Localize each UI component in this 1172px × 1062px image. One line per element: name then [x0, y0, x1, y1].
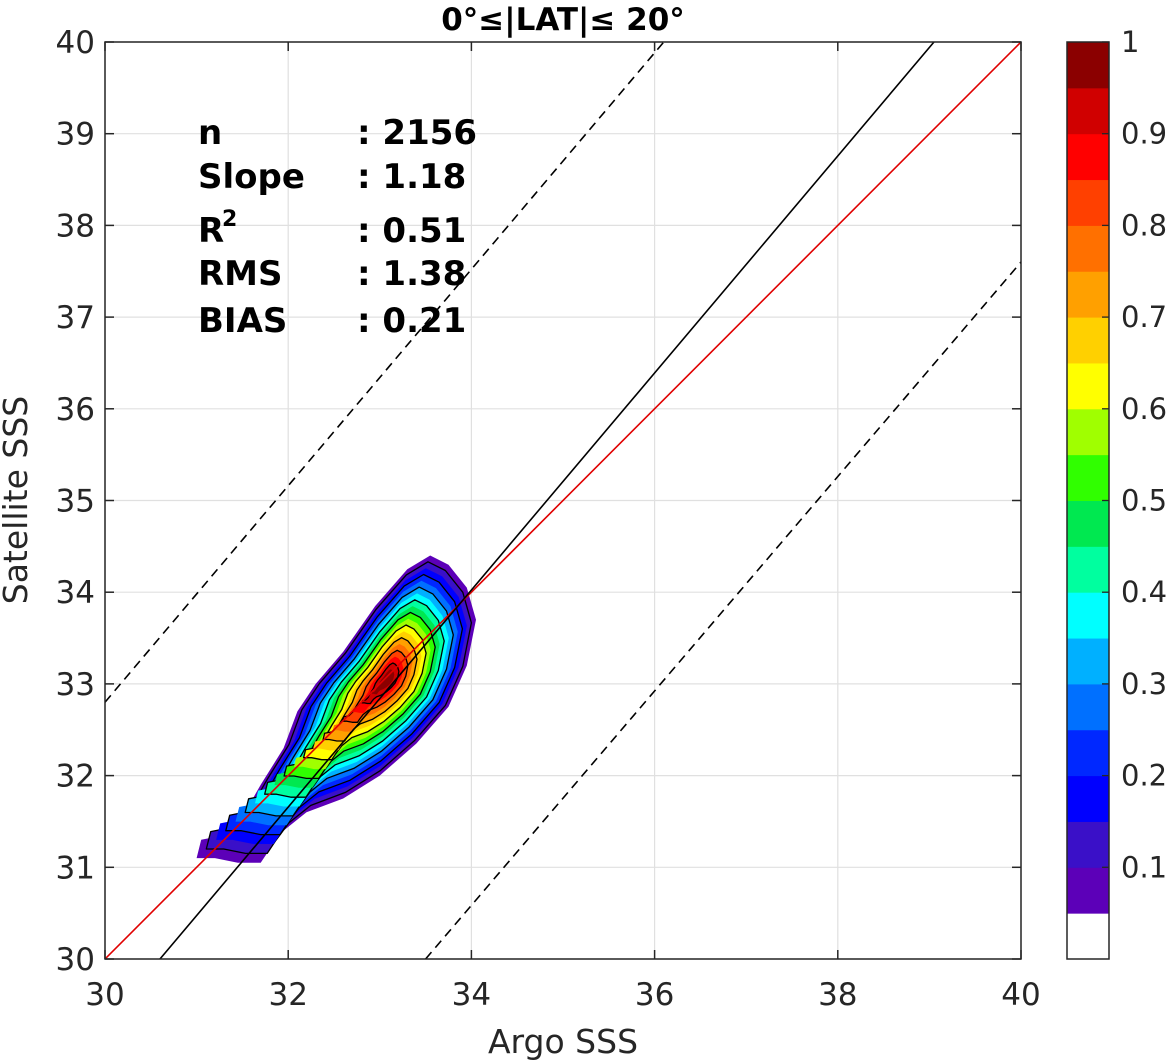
- reference-lines: [105, 42, 1021, 959]
- colorbar-segment: [1067, 500, 1109, 547]
- y-tick-label: 31: [56, 850, 95, 886]
- x-tick-label: 40: [1001, 977, 1040, 1013]
- colorbar-tick-label: 0.6: [1121, 392, 1167, 426]
- y-tick-label: 36: [56, 392, 95, 428]
- stat-superscript: 2: [222, 207, 237, 232]
- colorbar-segment: [1067, 821, 1109, 868]
- stat-value: : 0.21: [357, 301, 466, 341]
- colorbar-segment: [1067, 225, 1109, 272]
- colorbar-segment: [1067, 867, 1109, 914]
- y-tick-label: 33: [56, 667, 95, 703]
- stat-label: BIAS: [198, 301, 287, 341]
- colorbar-segment: [1067, 546, 1109, 593]
- y-tick-label: 30: [56, 942, 95, 978]
- colorbar-segment: [1067, 775, 1109, 822]
- y-tick-label: 35: [56, 484, 95, 520]
- stat-value: : 0.51: [357, 211, 466, 251]
- colorbar-segment: [1067, 683, 1109, 731]
- x-tick-label: 30: [85, 977, 124, 1013]
- y-axis-ticks: 30 31 32 33 34 35 36 37 38 39 40: [56, 25, 1021, 978]
- x-tick-label: 32: [268, 977, 307, 1013]
- colorbar-segment: [1067, 729, 1109, 777]
- x-tick-label: 38: [818, 977, 857, 1013]
- colorbar-segment: [1067, 179, 1109, 226]
- colorbar-segment: [1067, 454, 1109, 501]
- one-to-one-line: [105, 42, 1021, 959]
- colorbar-segment: [1067, 408, 1109, 456]
- regression-line: [159, 42, 935, 959]
- colorbar-segment: [1067, 638, 1109, 685]
- y-tick-label: 34: [56, 575, 95, 611]
- y-tick-label: 39: [56, 117, 95, 153]
- colorbar-segment: [1067, 913, 1109, 960]
- colorbar-tick-label: 0.4: [1121, 575, 1167, 609]
- y-axis-label: Satellite SSS: [0, 396, 35, 605]
- upper-bound-line: [105, 42, 665, 703]
- stat-value: : 1.38: [357, 254, 466, 294]
- colorbar: 0.1 0.2 0.3 0.4 0.5 0.6 0.7 0.8 0.9 1: [1066, 25, 1167, 960]
- colorbar-segment: [1067, 317, 1109, 364]
- colorbar-tick-label: 0.8: [1121, 208, 1167, 242]
- colorbar-segment: [1067, 362, 1109, 410]
- colorbar-tick-label: 0.3: [1121, 667, 1167, 701]
- x-axis-ticks: 30 32 34 36 38 40: [85, 42, 1041, 1013]
- lower-bound-line: [424, 261, 1021, 959]
- stat-value: : 1.18: [357, 157, 466, 197]
- colorbar-tick-label: 0.1: [1121, 850, 1167, 884]
- x-axis-label: Argo SSS: [488, 1022, 638, 1061]
- x-tick-label: 34: [452, 977, 491, 1013]
- stat-label: Slope: [198, 157, 305, 197]
- colorbar-tick-label: 0.5: [1121, 484, 1167, 518]
- density-contours: [196, 555, 476, 863]
- colorbar-segment: [1067, 271, 1109, 318]
- colorbar-segment: [1067, 42, 1109, 89]
- stat-label: R: [198, 211, 224, 251]
- y-tick-label: 37: [56, 300, 95, 336]
- statistics-box: n : 2156 Slope : 1.18 R2 : 0.51 RMS : 1.38 BIAS:…: [198, 113, 477, 341]
- colorbar-tick-label: 1: [1121, 25, 1139, 59]
- stat-label: RMS: [198, 254, 283, 294]
- colorbar-segment: [1067, 133, 1109, 181]
- chart-title: 0°≤|LAT|≤ 20°: [441, 2, 685, 38]
- colorbar-tick-label: 0.9: [1121, 117, 1167, 151]
- colorbar-tick-label: 0.2: [1121, 759, 1167, 793]
- y-tick-label: 38: [56, 208, 95, 244]
- colorbar-segment: [1067, 87, 1109, 135]
- stat-label: n: [198, 113, 222, 153]
- y-tick-label: 40: [56, 25, 95, 61]
- x-tick-label: 36: [635, 977, 674, 1013]
- y-tick-label: 32: [56, 759, 95, 795]
- stat-value: : 2156: [357, 113, 477, 153]
- colorbar-segment: [1067, 592, 1109, 639]
- colorbar-tick-label: 0.7: [1121, 300, 1167, 334]
